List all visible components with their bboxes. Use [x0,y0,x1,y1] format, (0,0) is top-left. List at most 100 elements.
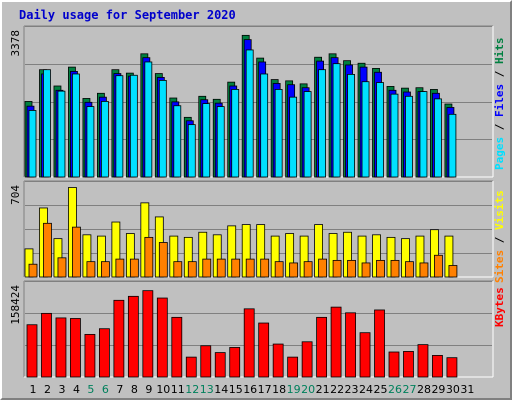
sites-bar [231,258,241,278]
pages-bar [43,69,51,178]
pages-bar [303,91,312,178]
pages-bar [187,124,196,178]
sites-bar [434,254,443,278]
x-tick-label: 27 [402,383,416,396]
sites-bar [318,258,328,278]
pages-bar [173,105,182,178]
pages-bar [245,49,254,178]
kbytes-bar [287,356,299,378]
visits-legend-label: Sites / Visits [493,190,506,283]
sites-bar [144,236,154,278]
pages-bar [57,90,66,178]
kbytes-bar [446,357,458,378]
sites-bar [158,242,168,278]
pages-bar [115,75,124,178]
sites-bar [376,259,385,278]
kbytes-y-max-label: 158424 [9,285,22,325]
sites-bar [86,261,96,278]
sites-bar [332,259,342,278]
x-tick-label: 19 [287,383,301,396]
sites-bar [216,258,226,278]
x-tick-label: 21 [316,383,330,396]
sites-bar [274,261,284,278]
visits-legend-label-part: Sites [493,250,506,283]
kbytes-bar [84,333,96,378]
sites-bar [202,258,212,278]
x-tick-label: 31 [460,383,474,396]
chart-title: Daily usage for September 2020 [19,8,236,22]
x-tick-label: 12 [185,383,199,396]
kbytes-bar [388,351,400,378]
x-tick-label: 25 [374,383,388,396]
x-tick-label: 13 [200,383,214,396]
pages-bar [448,113,457,178]
kbytes-bar [345,312,356,378]
hits-legend-label-part: / [493,64,506,84]
x-tick-label: 28 [417,383,431,396]
pages-bar [376,82,384,178]
hits-y-max-label: 3378 [9,30,22,57]
pages-bar [101,101,109,178]
kbytes-bar [142,290,154,378]
x-tick-label: 7 [116,383,123,396]
kbytes-bar [359,332,371,378]
x-tick-label: 10 [156,383,170,396]
x-tick-label: 23 [345,383,359,396]
pages-bar [361,81,370,178]
pages-bar [332,63,341,178]
kbytes-bar [171,316,183,378]
kbytes-bar [214,352,226,378]
x-tick-label: 3 [58,383,65,396]
kbytes-bar [229,347,241,378]
kbytes-legend-label-part: KBytes [493,287,506,327]
sites-bar [115,258,125,278]
sites-bar [173,261,183,278]
pages-bar [202,103,211,178]
sites-bar [260,258,270,278]
kbytes-bar [243,308,255,378]
kbytes-bar [41,312,52,378]
x-tick-label: 2 [44,383,51,396]
x-tick-label: 17 [258,383,272,396]
kbytes-bar [113,299,125,378]
pages-bar [144,61,153,178]
sites-bar [101,261,110,278]
sites-bar [361,262,371,278]
pages-bar [289,96,298,178]
sites-bar [245,258,255,278]
kbytes-bar [185,356,197,378]
kbytes-legend-label: KBytes [493,287,506,327]
pages-bar [260,73,269,178]
kbytes-bar [26,324,38,378]
visits-legend-label-part: / [493,230,506,250]
x-tick-label: 14 [214,383,228,396]
pages-bar [129,74,138,178]
sites-bar [347,259,356,278]
kbytes-bar [127,295,139,378]
pages-bar [274,89,283,178]
x-tick-label: 26 [388,383,402,396]
pages-bar [86,106,95,178]
x-tick-label: 29 [431,383,445,396]
hits-legend-label-part: Pages [493,137,506,170]
kbytes-bar [417,344,429,378]
kbytes-bar [55,317,67,378]
sites-bar [187,261,197,278]
x-tick-label: 5 [87,383,94,396]
kbytes-bar [258,322,270,378]
sites-bar [390,259,400,278]
hits-legend-label-part: Files [493,84,506,117]
sites-bar [303,261,313,278]
sites-bar [448,265,458,278]
pages-bar [405,95,413,178]
pages-bar [434,98,442,178]
sites-bar [57,257,67,278]
sites-bar [129,258,139,278]
pages-bar [347,74,355,178]
visits-y-max-label: 704 [9,185,22,205]
pages-bar [390,93,399,178]
pages-bar [216,106,225,178]
x-tick-label: 22 [330,383,344,396]
kbytes-bar [156,297,168,378]
